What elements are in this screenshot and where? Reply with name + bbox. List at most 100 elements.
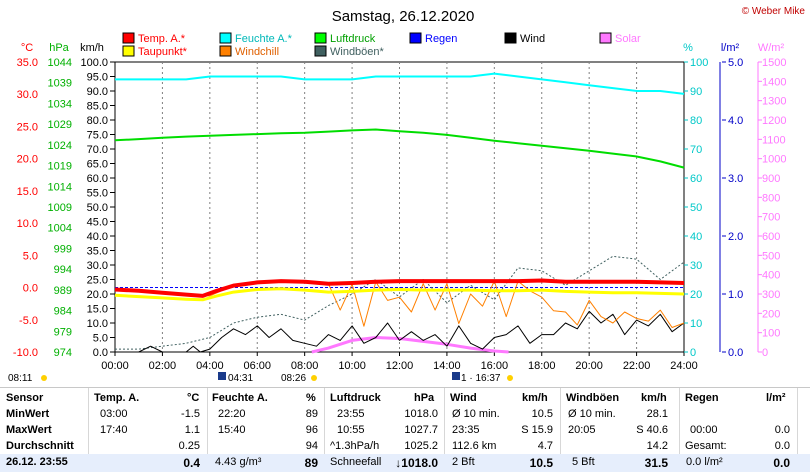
y-tick-label-hpa: 1044: [48, 57, 72, 69]
weather-chart: Samstag, 26.12.2020 © Weber Mike Temp. A…: [8, 6, 806, 384]
legend-label: Solar: [615, 33, 641, 45]
y-tick-label-solar: 1400: [762, 76, 786, 88]
y-tick-label-rain: 5.0: [728, 57, 743, 69]
y-tick-label-temp: 30.0: [17, 89, 38, 101]
legend-swatch: [599, 32, 612, 44]
sunrise-low-label: 04:31: [228, 373, 253, 384]
x-tick-label: 18:00: [528, 360, 556, 372]
x-tick-label: 08:00: [291, 360, 319, 372]
y-tick-label-kmh: 10.0: [87, 318, 108, 330]
y-tick-label-hpa: 1009: [48, 202, 72, 214]
wind-b: 10.5: [531, 408, 553, 420]
header-temp: Temp. A.: [94, 392, 140, 404]
hum-time: 15:40: [218, 424, 246, 436]
header-sensor: Sensor: [6, 392, 44, 404]
y-tick-label-solar: 100: [762, 328, 780, 340]
y-tick-label-kmh: 30.0: [87, 260, 108, 272]
legend-label: Wind: [520, 33, 545, 45]
stats-table: Sensor Temp. A. °C Feuchte A. % Luftdruc…: [0, 387, 810, 472]
moon-icon: [218, 372, 226, 380]
y-tick-label-temp: 20.0: [17, 154, 38, 166]
x-tick-label: 20:00: [575, 360, 603, 372]
sunset-label: 1 · 16:37: [461, 373, 501, 384]
row-label: MinWert: [6, 408, 50, 420]
axis-unit-rain: l/m²: [721, 42, 740, 54]
y-tick-label-temp: 0.0: [23, 283, 38, 295]
y-tick-label-pct: 0: [690, 347, 696, 359]
header-hum: Feuchte A.: [212, 392, 268, 404]
row-label: MaxWert: [6, 424, 52, 436]
gust-a: Ø 10 min.: [568, 408, 616, 420]
axis-ticks: 00:00 02:00 04:00 06:00 08:00 10:00 12:00 14:00…: [13, 57, 787, 372]
y-tick-label-hpa: 1029: [48, 119, 72, 131]
gust-b: S 40.6: [636, 424, 668, 436]
y-tick-label-solar: 800: [762, 192, 780, 204]
chart-legend: Temp. A.* Feuchte A.* Luftdruck Regen Wind So…: [122, 32, 641, 58]
sunrise-icon: [311, 375, 317, 381]
row-label: Durchschnitt: [6, 440, 74, 452]
y-tick-label-temp: 5.0: [23, 250, 38, 262]
legend-label: Luftdruck: [330, 33, 376, 45]
y-tick-label-temp: 35.0: [17, 57, 38, 69]
x-tick-label: 12:00: [386, 360, 414, 372]
header-wind-unit: km/h: [522, 392, 548, 404]
wind-b: 10.5: [529, 456, 553, 470]
y-tick-label-pct: 60: [690, 173, 702, 185]
y-tick-label-pct: 70: [690, 144, 702, 156]
axis-unit-pct: %: [683, 42, 693, 54]
legend-swatch: [219, 45, 232, 57]
y-tick-label-rain: 2.0: [728, 231, 743, 243]
y-tick-label-kmh: 85.0: [87, 101, 108, 113]
press-value: ↓1018.0: [395, 456, 438, 470]
y-tick-label-hpa: 1039: [48, 78, 72, 90]
temp-value: 0.25: [178, 440, 200, 452]
y-tick-label-hpa: 979: [54, 326, 72, 338]
header-wind: Wind: [450, 392, 477, 404]
y-tick-label-pct: 40: [690, 231, 702, 243]
y-tick-label-kmh: 25.0: [87, 275, 108, 287]
y-tick-label-hpa: 1014: [48, 181, 72, 193]
x-tick-label: 02:00: [149, 360, 177, 372]
stats-header-row: Sensor Temp. A. °C Feuchte A. % Luftdruc…: [0, 390, 810, 406]
rain-b: 0.0: [774, 424, 790, 436]
y-tick-label-solar: 300: [762, 289, 780, 301]
press-time: 23:55: [337, 408, 365, 420]
y-tick-label-solar: 600: [762, 231, 780, 243]
y-tick-label-solar: 700: [762, 212, 780, 224]
y-tick-label-pct: 90: [690, 86, 702, 98]
temp-time: 17:40: [100, 424, 128, 436]
header-gust-unit: km/h: [641, 392, 667, 404]
stats-row-avg: Durchschnitt 0.25 94 ^1.3hPa/h 1025.2 11…: [0, 438, 810, 454]
axis-unit-solar: W/m²: [758, 42, 785, 54]
x-tick-label: 06:00: [243, 360, 271, 372]
stats-row-max: MaxWert 17:40 1.1 15:40 96 10:55 1027.7 …: [0, 422, 810, 438]
y-tick-label-temp: 15.0: [17, 186, 38, 198]
x-tick-label: 16:00: [481, 360, 509, 372]
y-tick-label-solar: 1000: [762, 154, 786, 166]
header-press: Luftdruck: [330, 392, 381, 404]
hum-value: 89: [305, 408, 318, 420]
rain-b: 0.0: [774, 440, 790, 452]
y-tick-label-rain: 4.0: [728, 115, 743, 127]
y-tick-label-solar: 1100: [762, 134, 786, 146]
gust-a: 5 Bft: [572, 456, 595, 468]
wind-b: 4.7: [537, 440, 553, 452]
wind-a: Ø 10 min.: [452, 408, 500, 420]
header-temp-unit: °C: [187, 392, 200, 404]
series-layer: [114, 72, 685, 354]
y-tick-label-pct: 80: [690, 115, 702, 127]
sun-icon: [41, 375, 47, 381]
y-tick-label-hpa: 994: [54, 264, 72, 276]
y-tick-label-hpa: 984: [54, 306, 72, 318]
y-tick-label-pct: 10: [690, 318, 702, 330]
legend-swatch: [314, 45, 327, 57]
y-tick-label-hpa: 1019: [48, 161, 72, 173]
y-tick-label-temp: -5.0: [19, 315, 38, 327]
x-tick-label: 00:00: [101, 360, 129, 372]
press-value: 1025.2: [404, 440, 438, 452]
legend-swatch: [504, 32, 517, 44]
rain-a: Gesamt:: [685, 440, 727, 452]
header-press-unit: hPa: [414, 392, 435, 404]
y-tick-label-kmh: 65.0: [87, 159, 108, 171]
x-tick-label: 24:00: [670, 360, 698, 372]
